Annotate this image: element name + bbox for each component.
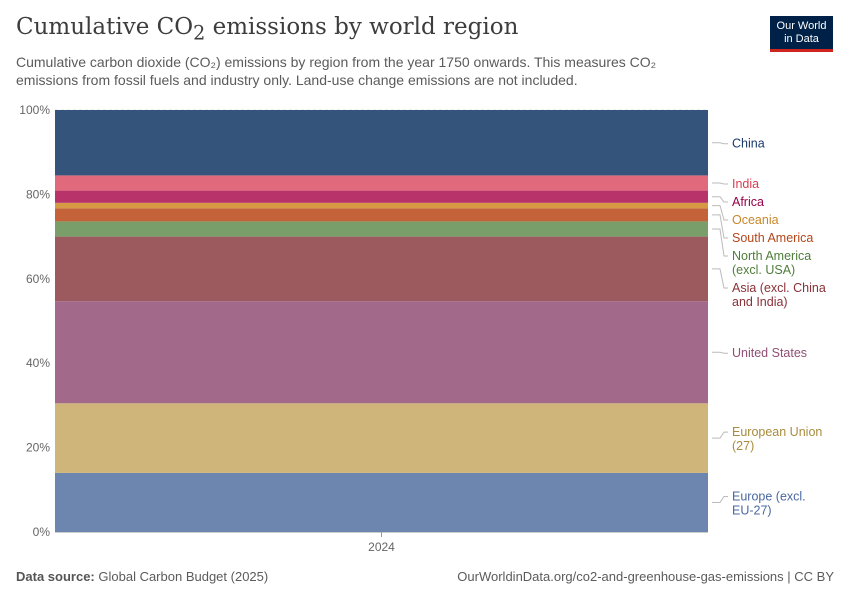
legend-connector (712, 268, 728, 289)
legend-label: Asia (excl. China (732, 281, 826, 295)
legend-label: India (732, 177, 759, 191)
y-tick-label: 100% (19, 103, 50, 117)
owid-logo[interactable]: Our World in Data (770, 16, 833, 52)
chart-subtitle: Cumulative carbon dioxide (CO₂) emission… (16, 54, 657, 88)
bar-segment (55, 221, 708, 237)
bar-segment (55, 175, 708, 191)
bar-segment (55, 472, 708, 532)
legend-connector (712, 142, 728, 145)
legend-connector (712, 431, 728, 439)
legend-label: and India) (732, 295, 788, 309)
legend-label: Oceania (732, 213, 779, 227)
x-tick-label: 2024 (368, 540, 395, 554)
legend-label: (27) (732, 439, 754, 453)
legend-connector (712, 228, 728, 257)
legend-label: South America (732, 231, 813, 245)
y-tick-label: 60% (26, 272, 50, 286)
data-source: Data source: Global Carbon Budget (2025) (16, 569, 269, 584)
legend-connector (712, 205, 728, 221)
y-tick-label: 80% (26, 187, 50, 201)
y-tick-label: 0% (33, 525, 51, 539)
legend-connector (712, 182, 728, 185)
y-tick-label: 40% (26, 356, 50, 370)
y-tick-label: 20% (26, 441, 50, 455)
bar-segment (55, 208, 708, 222)
bar-segment (55, 202, 708, 209)
legend-label: Africa (732, 195, 764, 209)
legend-label: United States (732, 346, 807, 360)
legend-label: China (732, 137, 765, 151)
legend-connector (712, 495, 728, 503)
legend-label: Europe (excl. (732, 489, 806, 503)
legend-connector (712, 351, 728, 354)
legend-label: (excl. USA) (732, 263, 795, 277)
bar-segment (55, 236, 708, 302)
bar-segment (55, 190, 708, 203)
legend-connector (712, 214, 728, 239)
legend-connector (712, 196, 728, 203)
stacked-bar-chart: 0% 20% 40% 60% 80% 100% 2024 China India Africa… (19, 103, 826, 554)
source-url[interactable]: OurWorldinData.org/co2-and-greenhouse-ga… (457, 569, 834, 584)
title-subscript: 2 (193, 21, 206, 45)
bar-segment (55, 403, 708, 473)
legend-label: European Union (732, 425, 822, 439)
legend-label: EU-27) (732, 503, 772, 517)
legend-label: North America (732, 249, 811, 263)
bar-segment (55, 301, 708, 404)
bar-segment (55, 110, 708, 176)
chart-title: Cumulative CO2 emissions by world region (16, 14, 519, 45)
